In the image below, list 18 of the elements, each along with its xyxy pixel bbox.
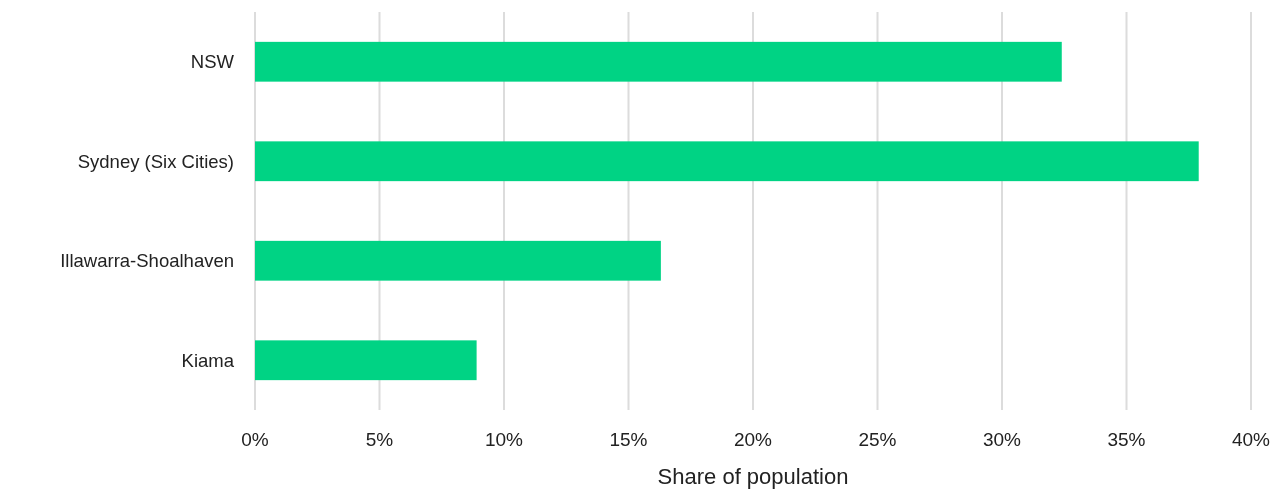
x-tick-label: 40%	[1231, 429, 1271, 450]
x-tick-label: 35%	[1107, 429, 1146, 450]
y-tick-label: Sydney (Six Cities)	[77, 150, 234, 172]
x-axis-title: Share of population	[657, 464, 849, 489]
x-tick-label: 25%	[858, 429, 897, 450]
x-tick-label: 30%	[982, 429, 1022, 450]
y-tick-label: Illawarra-Shoalhaven	[60, 250, 234, 272]
x-tick-label: 0%	[241, 429, 269, 450]
bar	[255, 141, 1199, 182]
bar	[255, 340, 477, 381]
y-tick-label: NSW	[190, 51, 235, 73]
bar	[255, 41, 1062, 82]
x-tick-label: 10%	[484, 429, 524, 450]
y-tick-label: Kiama	[181, 349, 235, 371]
x-tick-label: 5%	[365, 429, 394, 450]
x-tick-label: 15%	[609, 429, 648, 450]
bar	[255, 240, 661, 281]
x-tick-label: 20%	[733, 429, 773, 450]
